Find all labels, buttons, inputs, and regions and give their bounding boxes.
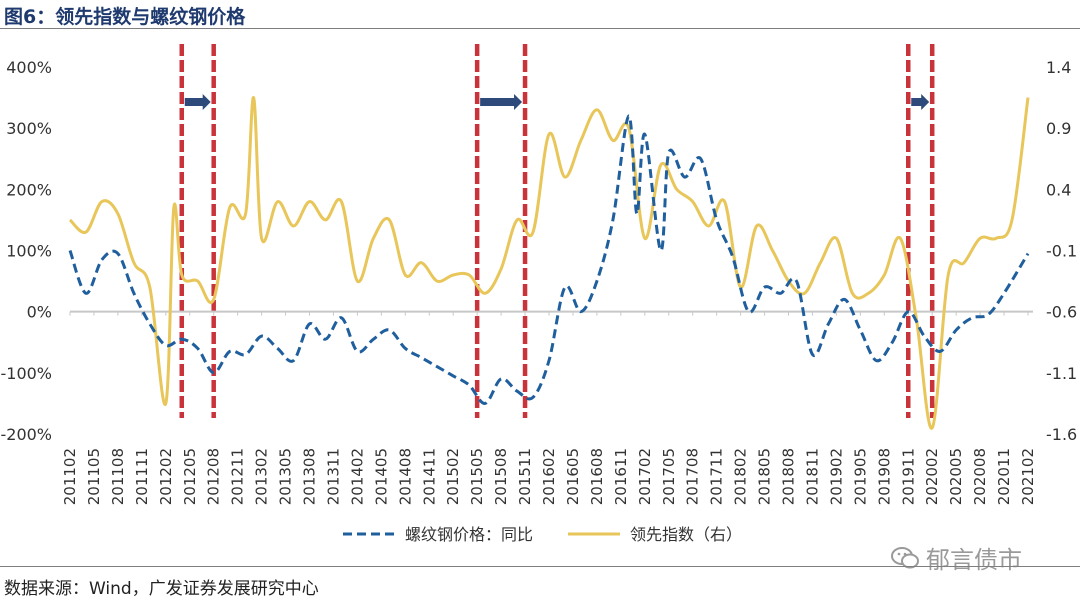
- x-tick-label: 201102: [61, 448, 79, 505]
- y-left-tick-label: 300%: [6, 119, 52, 138]
- x-tick-label: 202002: [923, 448, 941, 505]
- y-right-tick-label: -1.6: [1046, 425, 1077, 444]
- x-tick-label: 201708: [684, 448, 702, 505]
- left-axis: 400% 300% 200% 100% 0% -100% -200%: [0, 58, 52, 444]
- x-tick-label: 201105: [85, 448, 103, 505]
- x-tick-label: 201505: [468, 448, 486, 505]
- x-tick-label: 201308: [301, 448, 319, 505]
- wechat-icon: [891, 546, 919, 568]
- x-tick-label: 201502: [444, 448, 462, 505]
- y-right-tick-label: 0.4: [1046, 180, 1071, 199]
- zero-line-layer: [69, 310, 1033, 316]
- legend-label-1: 螺纹钢价格：同比: [405, 525, 533, 544]
- x-tick-label: 201405: [372, 448, 390, 505]
- x-tick-label: 201311: [324, 448, 342, 505]
- watermark-text: 郁言债市: [926, 546, 1022, 574]
- y-left-tick-label: 0%: [27, 303, 52, 322]
- x-tick-label: 202011: [995, 448, 1013, 505]
- bands-layer: [179, 44, 935, 418]
- band-1-arrow-icon: [184, 94, 211, 110]
- x-tick-label: 202102: [1019, 448, 1037, 505]
- x-tick-label: 201305: [277, 448, 295, 505]
- series-line-2: [68, 96, 1030, 430]
- x-tick-label: 201608: [588, 448, 606, 505]
- band-2-arrow-icon: [480, 94, 523, 110]
- x-tick-label: 201811: [803, 448, 821, 505]
- x-tick-label: 201902: [827, 448, 845, 505]
- title-divider: [0, 28, 1080, 29]
- x-tick-label: 201108: [109, 448, 127, 505]
- y-left-tick-label: -200%: [0, 425, 52, 444]
- y-left-tick-label: 400%: [6, 58, 52, 77]
- x-tick-label: 201802: [732, 448, 750, 505]
- x-tick-label: 201302: [253, 448, 271, 505]
- x-tick-label: 201602: [540, 448, 558, 505]
- watermark: 郁言债市: [890, 540, 1022, 575]
- y-right-tick-label: -0.6: [1046, 303, 1077, 322]
- right-axis: 1.4 0.9 0.4 -0.1 -0.6 -1.1 -1.6: [1046, 58, 1077, 444]
- x-tick-label: 201111: [133, 448, 151, 505]
- legend: 螺纹钢价格：同比 领先指数（右）: [343, 525, 742, 544]
- x-axis: 201102 201105 201108 201111 201202 201205 2012…: [61, 448, 1037, 505]
- figure-title: 图6：领先指数与螺纹钢价格: [4, 6, 246, 28]
- x-tick-label: 201705: [660, 448, 678, 505]
- x-tick-label: 201808: [780, 448, 798, 505]
- x-tick-label: 201911: [899, 448, 917, 505]
- y-right-tick-label: -1.1: [1046, 364, 1077, 383]
- x-tick-label: 201711: [708, 448, 726, 505]
- series-layer: [68, 96, 1030, 430]
- x-tick-label: 201702: [636, 448, 654, 505]
- series-line-1: [68, 114, 1030, 405]
- y-right-tick-label: 1.4: [1046, 58, 1071, 77]
- y-left-tick-label: 200%: [6, 180, 52, 199]
- source-note: 数据来源：Wind，广发证券发展研究中心: [4, 579, 319, 599]
- x-tick-label: 201611: [612, 448, 630, 505]
- x-tick-label: 202005: [947, 448, 965, 505]
- x-tick-label: 201905: [851, 448, 869, 505]
- x-tick-label: 201908: [875, 448, 893, 505]
- x-tick-label: 201411: [420, 448, 438, 505]
- x-tick-label: 201805: [756, 448, 774, 505]
- x-tick-label: 201408: [396, 448, 414, 505]
- y-left-tick-label: -100%: [0, 364, 52, 383]
- x-tick-label: 201211: [229, 448, 247, 505]
- x-tick-label: 201511: [516, 448, 534, 505]
- x-tick-label: 201208: [205, 448, 223, 505]
- x-tick-label: 201508: [492, 448, 510, 505]
- source-divider: [0, 566, 1080, 567]
- x-tick-label: 202008: [971, 448, 989, 505]
- chart: 400% 300% 200% 100% 0% -100% -200% 1.4 0.9 0.4 -0…: [0, 44, 1077, 544]
- y-right-tick-label: 0.9: [1046, 119, 1071, 138]
- band-3-arrow-icon: [911, 94, 930, 110]
- x-tick-label: 201202: [157, 448, 175, 505]
- x-tick-label: 201402: [348, 448, 366, 505]
- y-left-tick-label: 100%: [6, 242, 52, 261]
- x-tick-label: 201205: [181, 448, 199, 505]
- x-tick-label: 201605: [564, 448, 582, 505]
- legend-label-2: 领先指数（右）: [630, 525, 742, 544]
- y-right-tick-label: -0.1: [1046, 242, 1077, 261]
